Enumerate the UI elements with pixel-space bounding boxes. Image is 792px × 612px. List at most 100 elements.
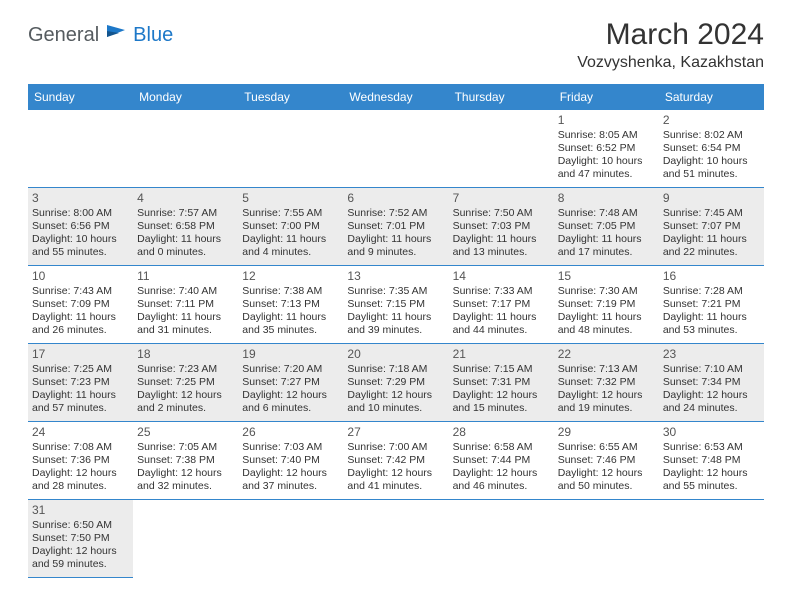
sunset-line: Sunset: 7:09 PM [32, 298, 129, 311]
sunset-line: Sunset: 7:11 PM [137, 298, 234, 311]
sunset-line: Sunset: 7:03 PM [453, 220, 550, 233]
daylight-line: Daylight: 10 hours and 47 minutes. [558, 155, 655, 181]
sunrise-line: Sunrise: 7:50 AM [453, 207, 550, 220]
daylight-line: Daylight: 12 hours and 55 minutes. [663, 467, 760, 493]
calendar-cell: 23Sunrise: 7:10 AMSunset: 7:34 PMDayligh… [659, 344, 764, 422]
calendar-cell: 22Sunrise: 7:13 AMSunset: 7:32 PMDayligh… [554, 344, 659, 422]
calendar-cell: 24Sunrise: 7:08 AMSunset: 7:36 PMDayligh… [28, 422, 133, 500]
weekday-wednesday: Wednesday [343, 84, 448, 110]
sunrise-line: Sunrise: 7:15 AM [453, 363, 550, 376]
title-block: March 2024 Vozvyshenka, Kazakhstan [577, 18, 764, 72]
day-number: 28 [453, 425, 550, 440]
sunrise-line: Sunrise: 6:53 AM [663, 441, 760, 454]
sunset-line: Sunset: 6:58 PM [137, 220, 234, 233]
sunrise-line: Sunrise: 8:00 AM [32, 207, 129, 220]
daylight-line: Daylight: 11 hours and 22 minutes. [663, 233, 760, 259]
daylight-line: Daylight: 12 hours and 19 minutes. [558, 389, 655, 415]
sunset-line: Sunset: 7:32 PM [558, 376, 655, 389]
daylight-line: Daylight: 12 hours and 50 minutes. [558, 467, 655, 493]
calendar-cell: 7Sunrise: 7:50 AMSunset: 7:03 PMDaylight… [449, 188, 554, 266]
daylight-line: Daylight: 11 hours and 31 minutes. [137, 311, 234, 337]
sunset-line: Sunset: 7:50 PM [32, 532, 129, 545]
day-number: 25 [137, 425, 234, 440]
calendar-cell: 11Sunrise: 7:40 AMSunset: 7:11 PMDayligh… [133, 266, 238, 344]
sunrise-line: Sunrise: 7:40 AM [137, 285, 234, 298]
sunset-line: Sunset: 7:17 PM [453, 298, 550, 311]
day-number: 19 [242, 347, 339, 362]
calendar-cell: 5Sunrise: 7:55 AMSunset: 7:00 PMDaylight… [238, 188, 343, 266]
sunrise-line: Sunrise: 8:02 AM [663, 129, 760, 142]
sunrise-line: Sunrise: 7:08 AM [32, 441, 129, 454]
sunset-line: Sunset: 7:05 PM [558, 220, 655, 233]
day-number: 30 [663, 425, 760, 440]
calendar-cell: 9Sunrise: 7:45 AMSunset: 7:07 PMDaylight… [659, 188, 764, 266]
day-number: 18 [137, 347, 234, 362]
day-number: 24 [32, 425, 129, 440]
day-number: 4 [137, 191, 234, 206]
calendar-cell-empty [238, 110, 343, 188]
calendar-cell: 1Sunrise: 8:05 AMSunset: 6:52 PMDaylight… [554, 110, 659, 188]
calendar-cell: 15Sunrise: 7:30 AMSunset: 7:19 PMDayligh… [554, 266, 659, 344]
calendar-cell-empty [133, 110, 238, 188]
calendar-cell-empty [554, 500, 659, 578]
sunrise-line: Sunrise: 7:33 AM [453, 285, 550, 298]
weekday-saturday: Saturday [659, 84, 764, 110]
sunset-line: Sunset: 7:07 PM [663, 220, 760, 233]
day-number: 16 [663, 269, 760, 284]
sunset-line: Sunset: 7:38 PM [137, 454, 234, 467]
weekday-tuesday: Tuesday [238, 84, 343, 110]
logo-text-general: General [28, 24, 99, 47]
day-number: 7 [453, 191, 550, 206]
sunset-line: Sunset: 7:23 PM [32, 376, 129, 389]
daylight-line: Daylight: 11 hours and 13 minutes. [453, 233, 550, 259]
calendar-cell: 19Sunrise: 7:20 AMSunset: 7:27 PMDayligh… [238, 344, 343, 422]
day-number: 11 [137, 269, 234, 284]
daylight-line: Daylight: 11 hours and 9 minutes. [347, 233, 444, 259]
day-number: 6 [347, 191, 444, 206]
sunrise-line: Sunrise: 7:10 AM [663, 363, 760, 376]
sunset-line: Sunset: 7:44 PM [453, 454, 550, 467]
day-number: 21 [453, 347, 550, 362]
calendar-cell: 25Sunrise: 7:05 AMSunset: 7:38 PMDayligh… [133, 422, 238, 500]
sunrise-line: Sunrise: 7:28 AM [663, 285, 760, 298]
sunset-line: Sunset: 7:31 PM [453, 376, 550, 389]
calendar-cell: 12Sunrise: 7:38 AMSunset: 7:13 PMDayligh… [238, 266, 343, 344]
day-number: 20 [347, 347, 444, 362]
day-number: 27 [347, 425, 444, 440]
daylight-line: Daylight: 12 hours and 28 minutes. [32, 467, 129, 493]
calendar-cell: 13Sunrise: 7:35 AMSunset: 7:15 PMDayligh… [343, 266, 448, 344]
daylight-line: Daylight: 11 hours and 4 minutes. [242, 233, 339, 259]
flag-icon [105, 23, 129, 44]
day-number: 22 [558, 347, 655, 362]
logo-text-blue: Blue [133, 24, 173, 47]
sunrise-line: Sunrise: 7:45 AM [663, 207, 760, 220]
calendar-cell-empty [659, 500, 764, 578]
sunrise-line: Sunrise: 7:38 AM [242, 285, 339, 298]
calendar-cell-empty [343, 110, 448, 188]
sunrise-line: Sunrise: 7:13 AM [558, 363, 655, 376]
calendar-cell: 3Sunrise: 8:00 AMSunset: 6:56 PMDaylight… [28, 188, 133, 266]
logo: General Blue [28, 18, 173, 47]
sunset-line: Sunset: 7:46 PM [558, 454, 655, 467]
calendar-cell: 6Sunrise: 7:52 AMSunset: 7:01 PMDaylight… [343, 188, 448, 266]
calendar-cell: 21Sunrise: 7:15 AMSunset: 7:31 PMDayligh… [449, 344, 554, 422]
day-number: 10 [32, 269, 129, 284]
sunset-line: Sunset: 7:48 PM [663, 454, 760, 467]
weekday-sunday: Sunday [28, 84, 133, 110]
calendar-cell: 14Sunrise: 7:33 AMSunset: 7:17 PMDayligh… [449, 266, 554, 344]
day-number: 14 [453, 269, 550, 284]
sunset-line: Sunset: 6:52 PM [558, 142, 655, 155]
location: Vozvyshenka, Kazakhstan [577, 54, 764, 72]
calendar-cell: 2Sunrise: 8:02 AMSunset: 6:54 PMDaylight… [659, 110, 764, 188]
daylight-line: Daylight: 10 hours and 55 minutes. [32, 233, 129, 259]
sunrise-line: Sunrise: 7:48 AM [558, 207, 655, 220]
calendar-cell: 27Sunrise: 7:00 AMSunset: 7:42 PMDayligh… [343, 422, 448, 500]
daylight-line: Daylight: 10 hours and 51 minutes. [663, 155, 760, 181]
sunset-line: Sunset: 6:54 PM [663, 142, 760, 155]
calendar-cell-empty [28, 110, 133, 188]
sunrise-line: Sunrise: 6:58 AM [453, 441, 550, 454]
sunrise-line: Sunrise: 7:25 AM [32, 363, 129, 376]
sunrise-line: Sunrise: 8:05 AM [558, 129, 655, 142]
daylight-line: Daylight: 11 hours and 44 minutes. [453, 311, 550, 337]
sunset-line: Sunset: 7:21 PM [663, 298, 760, 311]
